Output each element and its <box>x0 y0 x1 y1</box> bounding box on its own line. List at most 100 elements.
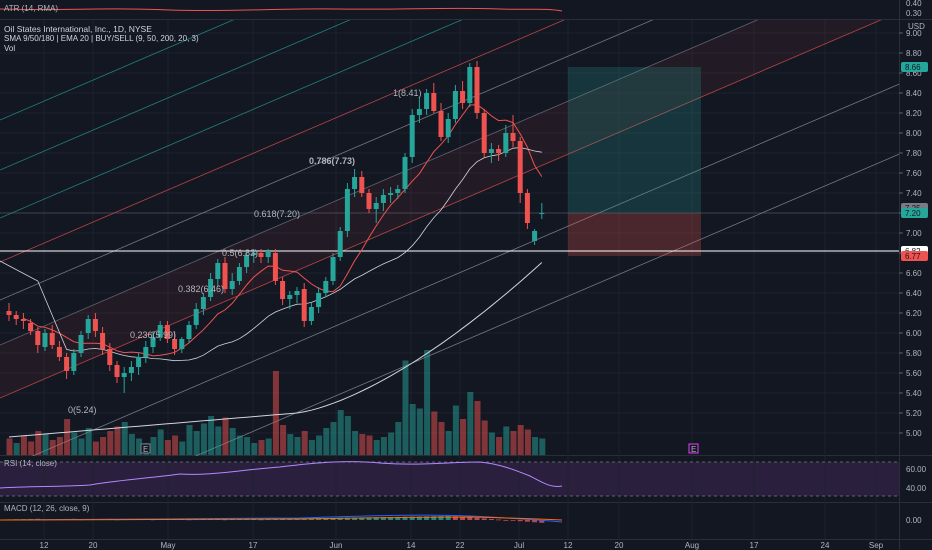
candle[interactable] <box>136 353 142 375</box>
candle[interactable] <box>157 321 163 341</box>
candle[interactable] <box>85 315 91 339</box>
candle[interactable] <box>402 153 408 193</box>
candle[interactable] <box>107 343 113 371</box>
atr-tick: 0.40 <box>906 0 922 8</box>
candle[interactable] <box>244 251 250 273</box>
candle[interactable] <box>517 137 523 203</box>
atr-label[interactable]: ATR (14, RMA) <box>4 4 58 13</box>
candle[interactable] <box>35 327 41 353</box>
candle[interactable] <box>503 125 509 157</box>
candle[interactable] <box>445 113 451 143</box>
candle[interactable] <box>532 229 538 245</box>
candle[interactable] <box>71 349 77 375</box>
candle[interactable] <box>330 253 336 285</box>
candle[interactable] <box>92 313 98 337</box>
candle[interactable] <box>474 61 480 119</box>
candle[interactable] <box>100 327 106 355</box>
indicator-legend[interactable]: SMA 9/50/180 | EMA 20 | BUY/SELL (9, 50,… <box>4 34 199 43</box>
candle[interactable] <box>28 319 34 335</box>
candle[interactable] <box>316 287 322 313</box>
earnings-marker[interactable]: E <box>688 443 699 454</box>
candle[interactable] <box>193 303 199 329</box>
long-position-target-zone[interactable] <box>568 67 701 213</box>
candle[interactable] <box>287 291 293 309</box>
candle[interactable] <box>323 277 329 297</box>
candle[interactable] <box>467 63 473 107</box>
time-axis[interactable]: 12 20 May 17 Jun 14 22 Jul 12 20 Aug 17 24 Sep <box>40 541 884 550</box>
macd-label[interactable]: MACD (12, 26, close, 9) <box>4 504 90 513</box>
volume-legend[interactable]: Vol <box>4 44 16 53</box>
candle[interactable] <box>222 257 228 293</box>
macd-pane <box>0 503 899 539</box>
candlestick-series[interactable] <box>6 61 545 393</box>
candle[interactable] <box>438 103 444 141</box>
candle[interactable] <box>20 313 26 329</box>
candle[interactable] <box>229 273 235 295</box>
candle[interactable] <box>539 203 545 219</box>
price-tick-label: 5.20 <box>906 409 922 418</box>
candle[interactable] <box>395 185 401 199</box>
candle[interactable] <box>78 331 84 357</box>
symbol-title[interactable]: Oil States International, Inc., 1D, NYSE <box>4 24 152 34</box>
candle-body <box>272 253 278 281</box>
candle[interactable] <box>380 189 386 211</box>
candle-body <box>460 91 466 103</box>
volume-bar <box>222 417 229 455</box>
candle[interactable] <box>409 109 415 163</box>
candle[interactable] <box>13 311 19 325</box>
candle[interactable] <box>49 325 55 349</box>
candle[interactable] <box>56 341 62 361</box>
candle[interactable] <box>272 249 278 285</box>
candle[interactable] <box>344 183 350 237</box>
candle[interactable] <box>265 249 271 263</box>
rsi-label[interactable]: RSI (14, close) <box>4 459 57 468</box>
earnings-marker[interactable]: E <box>140 443 151 454</box>
candle[interactable] <box>416 97 422 123</box>
candle[interactable] <box>280 277 286 305</box>
candle[interactable] <box>488 143 494 163</box>
candle-body <box>100 333 106 349</box>
candle[interactable] <box>294 287 300 303</box>
candle[interactable] <box>42 329 48 351</box>
candle[interactable] <box>366 189 372 213</box>
candle-body <box>330 257 336 281</box>
candle[interactable] <box>186 321 192 343</box>
candle[interactable] <box>373 197 379 223</box>
candle-body <box>438 111 444 137</box>
candle[interactable] <box>359 171 365 197</box>
candle[interactable] <box>481 109 487 157</box>
candle[interactable] <box>308 303 314 325</box>
candle[interactable] <box>251 249 257 263</box>
candle[interactable] <box>460 81 466 109</box>
candle[interactable] <box>424 89 430 115</box>
candle-body <box>467 67 473 103</box>
candle[interactable] <box>510 115 516 147</box>
candle[interactable] <box>200 293 206 315</box>
candle[interactable] <box>352 169 358 197</box>
candle[interactable] <box>143 341 149 363</box>
candle[interactable] <box>6 303 12 321</box>
candle[interactable] <box>431 83 437 113</box>
candle[interactable] <box>121 367 127 393</box>
candle[interactable] <box>301 283 307 327</box>
candle[interactable] <box>114 361 120 383</box>
candle[interactable] <box>337 227 343 261</box>
candle[interactable] <box>388 187 394 203</box>
candle[interactable] <box>150 331 156 353</box>
candle[interactable] <box>258 249 264 263</box>
long-position-stop-zone[interactable] <box>568 213 701 256</box>
candle[interactable] <box>172 331 178 355</box>
volume-bar <box>467 392 474 455</box>
candle[interactable] <box>524 189 530 229</box>
candle[interactable] <box>128 361 134 381</box>
candle[interactable] <box>215 259 221 287</box>
candle[interactable] <box>236 263 242 285</box>
candle[interactable] <box>64 353 70 379</box>
candle[interactable] <box>496 145 502 161</box>
candle[interactable] <box>164 321 170 343</box>
candle[interactable] <box>179 337 185 353</box>
candle[interactable] <box>452 85 458 123</box>
candle[interactable] <box>208 273 214 301</box>
